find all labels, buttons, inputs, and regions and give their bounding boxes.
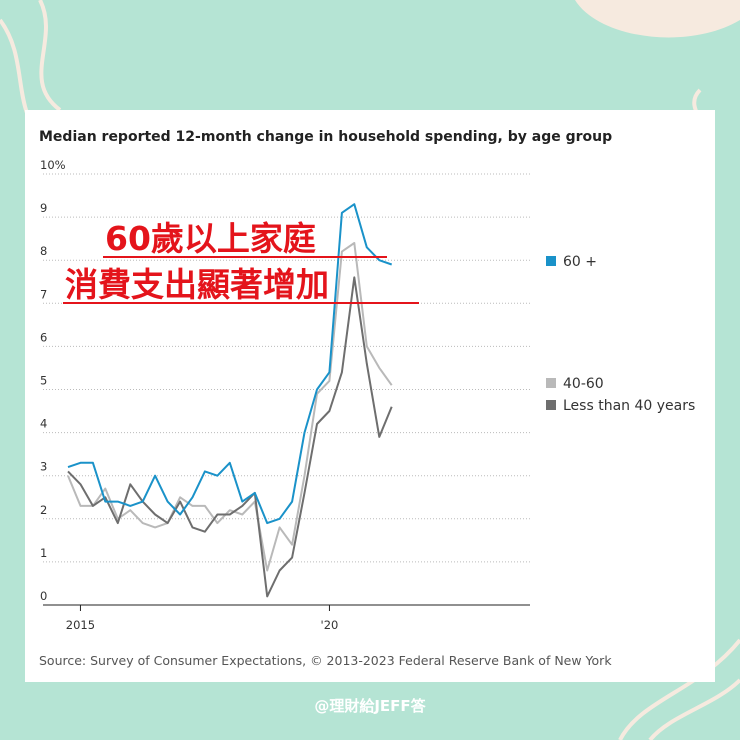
y-tick-label: 4 (40, 417, 47, 431)
y-tick-label: 8 (40, 244, 47, 258)
legend: 60 + 40-60 Less than 40 years (546, 254, 695, 414)
series-lines (67, 203, 393, 598)
overlay-line-1: 60歲以上家庭 (105, 219, 316, 258)
source-note: Source: Survey of Consumer Expectations,… (39, 653, 612, 668)
legend-40-60-label: 40-60 (563, 376, 604, 392)
line-40-60 (67, 242, 393, 572)
author-handle: @理財給JEFF答 (314, 697, 426, 715)
overlay-annotation: 60歲以上家庭 消費支出顯著增加 (63, 219, 419, 304)
y-axis-ticks: 0 1 2 3 4 5 6 7 8 9 10% (40, 158, 66, 603)
y-tick-label: 1 (40, 546, 47, 560)
y-tick-label: 7 (40, 287, 47, 301)
overlay-line-2: 消費支出顯著增加 (65, 265, 329, 304)
y-tick-label: 5 (40, 374, 47, 388)
chart-card: Median reported 12-month change in house… (25, 110, 715, 682)
y-tick-label: 10% (40, 158, 66, 172)
legend-less-than-40-swatch (546, 400, 556, 410)
y-tick-label: 9 (40, 201, 47, 215)
y-tick-label: 6 (40, 330, 47, 344)
x-tick-label: '20 (321, 618, 339, 632)
x-tick-label: 2015 (66, 618, 95, 632)
line-60-plus (67, 203, 393, 525)
y-tick-label: 2 (40, 503, 47, 517)
chart-title: Median reported 12-month change in house… (39, 129, 612, 145)
x-axis-ticks: 2015 '20 (66, 605, 339, 632)
legend-less-than-40-label: Less than 40 years (563, 398, 695, 414)
line-chart: Median reported 12-month change in house… (39, 129, 695, 668)
y-tick-label: 3 (40, 460, 47, 474)
legend-40-60-swatch (546, 378, 556, 388)
legend-60-plus-swatch (546, 256, 556, 266)
legend-60-plus-label: 60 + (563, 254, 597, 270)
y-tick-label: 0 (40, 589, 47, 603)
line-less-than-40 (67, 276, 393, 598)
